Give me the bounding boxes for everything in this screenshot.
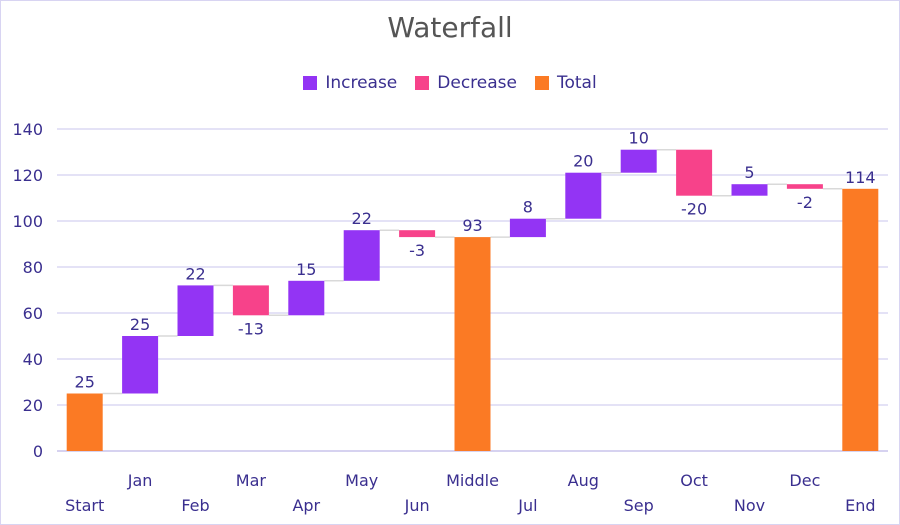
bar-end — [842, 188, 879, 452]
data-label: -3 — [409, 241, 425, 260]
legend-item-total[interactable]: Total — [534, 73, 597, 93]
data-label: 10 — [629, 129, 649, 148]
x-tick-label: Jan — [127, 471, 153, 490]
x-tick-label: May — [345, 471, 378, 490]
bar-oct — [676, 149, 713, 196]
y-tick-label: 0 — [33, 442, 43, 461]
data-label: 22 — [185, 264, 205, 283]
bar-may — [343, 230, 380, 281]
data-label: -13 — [238, 319, 264, 338]
data-label: 22 — [352, 209, 372, 228]
x-tick-label: Oct — [680, 471, 708, 490]
data-label: 15 — [296, 260, 316, 279]
bar-dec — [786, 184, 823, 189]
bar-feb — [177, 285, 214, 336]
x-tick-label: End — [845, 496, 875, 515]
legend-swatch-decrease — [415, 76, 430, 90]
legend-label-total: Total — [556, 73, 597, 93]
bar-nov — [731, 184, 768, 196]
y-tick-label: 80 — [23, 258, 43, 277]
x-tick-label: Nov — [734, 496, 765, 515]
y-tick-label: 20 — [23, 396, 43, 415]
x-tick-label: Feb — [181, 496, 209, 515]
bar-start — [66, 393, 103, 451]
x-tick-label: Jun — [404, 496, 430, 515]
data-label: 25 — [130, 315, 150, 334]
bar-mar — [232, 285, 269, 316]
legend: Increase Decrease Total — [1, 73, 899, 93]
data-label: 93 — [462, 216, 482, 235]
x-tick-label: Sep — [624, 496, 654, 515]
data-label: 8 — [523, 198, 533, 217]
y-tick-label: 140 — [12, 120, 43, 139]
data-label: 25 — [75, 373, 95, 392]
x-tick-label: Middle — [446, 471, 499, 490]
y-tick-label: 40 — [23, 350, 43, 369]
bar-sep — [620, 149, 657, 173]
legend-swatch-increase — [303, 76, 318, 90]
legend-item-increase[interactable]: Increase — [303, 73, 397, 93]
data-label: -2 — [797, 193, 813, 212]
bar-aug — [565, 172, 602, 219]
bar-jun — [399, 230, 436, 238]
data-label: 5 — [744, 163, 754, 182]
legend-label-decrease: Decrease — [437, 73, 517, 93]
x-tick-label: Jul — [517, 496, 537, 515]
data-label: -20 — [681, 200, 707, 219]
bar-jul — [509, 218, 546, 238]
y-tick-label: 60 — [23, 304, 43, 323]
x-tick-label: Apr — [292, 496, 320, 515]
y-tick-label: 120 — [12, 166, 43, 185]
legend-swatch-total — [534, 76, 549, 90]
x-tick-label: Start — [65, 496, 104, 515]
x-tick-label: Dec — [789, 471, 820, 490]
y-tick-label: 100 — [12, 212, 43, 231]
data-label: 20 — [573, 152, 593, 171]
bar-jan — [122, 336, 159, 394]
x-tick-label: Mar — [236, 471, 267, 490]
bar-apr — [288, 280, 325, 316]
legend-item-decrease[interactable]: Decrease — [415, 73, 517, 93]
x-tick-label: Aug — [568, 471, 599, 490]
legend-label-increase: Increase — [325, 73, 398, 93]
bar-middle — [454, 237, 491, 451]
data-label: 114 — [845, 168, 876, 187]
chart-title: Waterfall — [387, 11, 513, 44]
